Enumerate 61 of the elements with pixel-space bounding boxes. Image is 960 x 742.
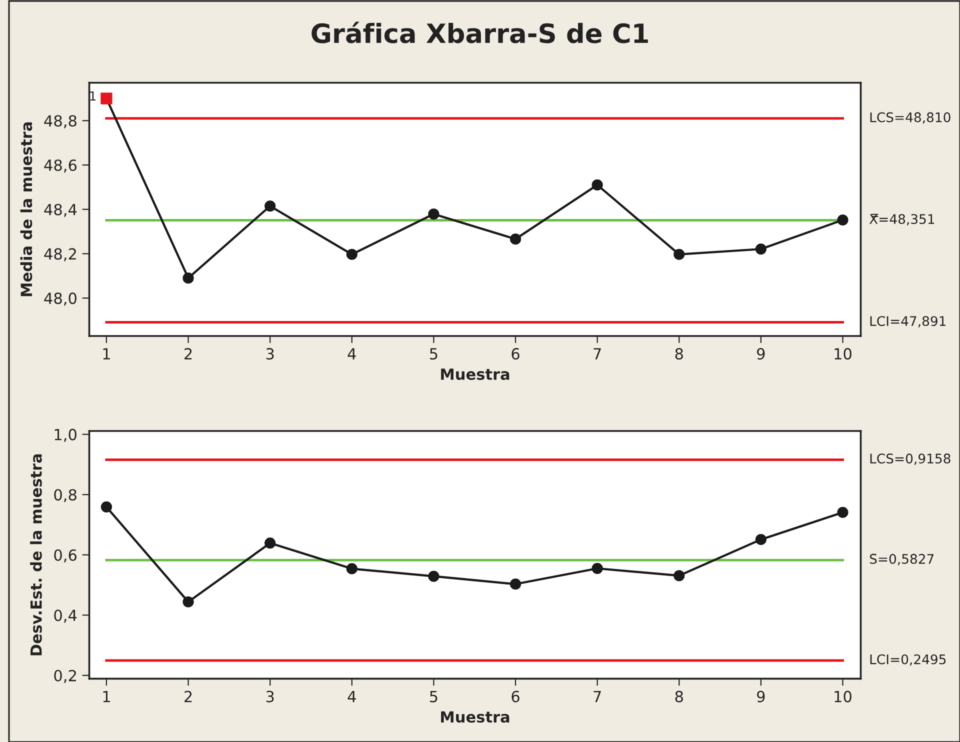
- point: [592, 179, 603, 191]
- point: [182, 596, 194, 608]
- x-tick-label: 5: [430, 690, 438, 702]
- y-tick-label: 1,0: [54, 428, 76, 442]
- ref-line-label: LCS=0,9158: [870, 454, 950, 465]
- x-axis-title: Muestra: [441, 711, 510, 723]
- point: [264, 538, 276, 549]
- x-tick-label: 3: [266, 690, 274, 702]
- x-tick-label: 2: [184, 348, 192, 360]
- x-tick-label: 8: [675, 348, 683, 360]
- x-tick-label: 8: [675, 690, 683, 702]
- point: [100, 501, 112, 513]
- ref-line-label: S̄=0,5827: [870, 554, 934, 566]
- x-tick-label: 4: [348, 348, 356, 360]
- x-tick-label: 5: [430, 348, 438, 360]
- point: [346, 248, 358, 260]
- ref-line-label: X̿=48,351: [869, 214, 934, 226]
- x-tick-label: 3: [266, 348, 274, 360]
- ref-line-label: LCS=48,810: [870, 112, 950, 124]
- y-tick-label: 0,4: [54, 610, 77, 623]
- x-tick-label: 9: [757, 348, 765, 360]
- y-axis-title: Desv.Est. de la muestra: [30, 454, 42, 656]
- point: [674, 570, 685, 582]
- x-tick-label: 7: [594, 348, 601, 360]
- chart-title: Gráfica Xbarra-S de C1: [312, 22, 648, 44]
- x-tick-label: 4: [348, 690, 356, 702]
- point: [264, 200, 276, 212]
- ref-line-label: LCI=47,891: [870, 316, 946, 328]
- y-axis-title: Media de la muestra: [20, 122, 32, 296]
- point: [510, 578, 522, 590]
- x-tick-label: 6: [512, 690, 520, 702]
- y-tick-label: 48,8: [44, 115, 76, 128]
- x-tick-label: 6: [512, 348, 520, 360]
- point: [755, 243, 766, 255]
- y-tick-label: 0,8: [54, 489, 76, 502]
- x-tick-label: 2: [184, 690, 192, 702]
- point: [428, 570, 440, 582]
- y-tick-label: 48,4: [44, 204, 77, 217]
- x-tick-label: 1: [103, 348, 110, 360]
- point: [837, 214, 848, 226]
- x-tick-label: 10: [834, 348, 852, 360]
- x-tick-label: 10: [834, 690, 852, 702]
- y-tick-label: 0,6: [54, 549, 77, 562]
- x-tick-label: 9: [757, 690, 765, 702]
- y-tick-label: 48,6: [44, 159, 77, 173]
- y-tick-label: 0,2: [54, 670, 76, 683]
- x-tick-label: 7: [594, 690, 601, 702]
- annotation: 1: [90, 91, 96, 101]
- point: [837, 506, 848, 518]
- point: [428, 208, 440, 220]
- point: [755, 534, 766, 546]
- point: [674, 248, 685, 260]
- point: [592, 562, 603, 574]
- x-axis-title: Muestra: [441, 368, 510, 380]
- point: [346, 563, 358, 574]
- x-tick-label: 1: [103, 690, 110, 702]
- ref-line-label: LCI=0,2495: [870, 654, 946, 666]
- point: [510, 234, 522, 245]
- y-tick-label: 48,0: [44, 292, 76, 306]
- y-tick-label: 48,2: [44, 248, 76, 262]
- point: [182, 272, 194, 284]
